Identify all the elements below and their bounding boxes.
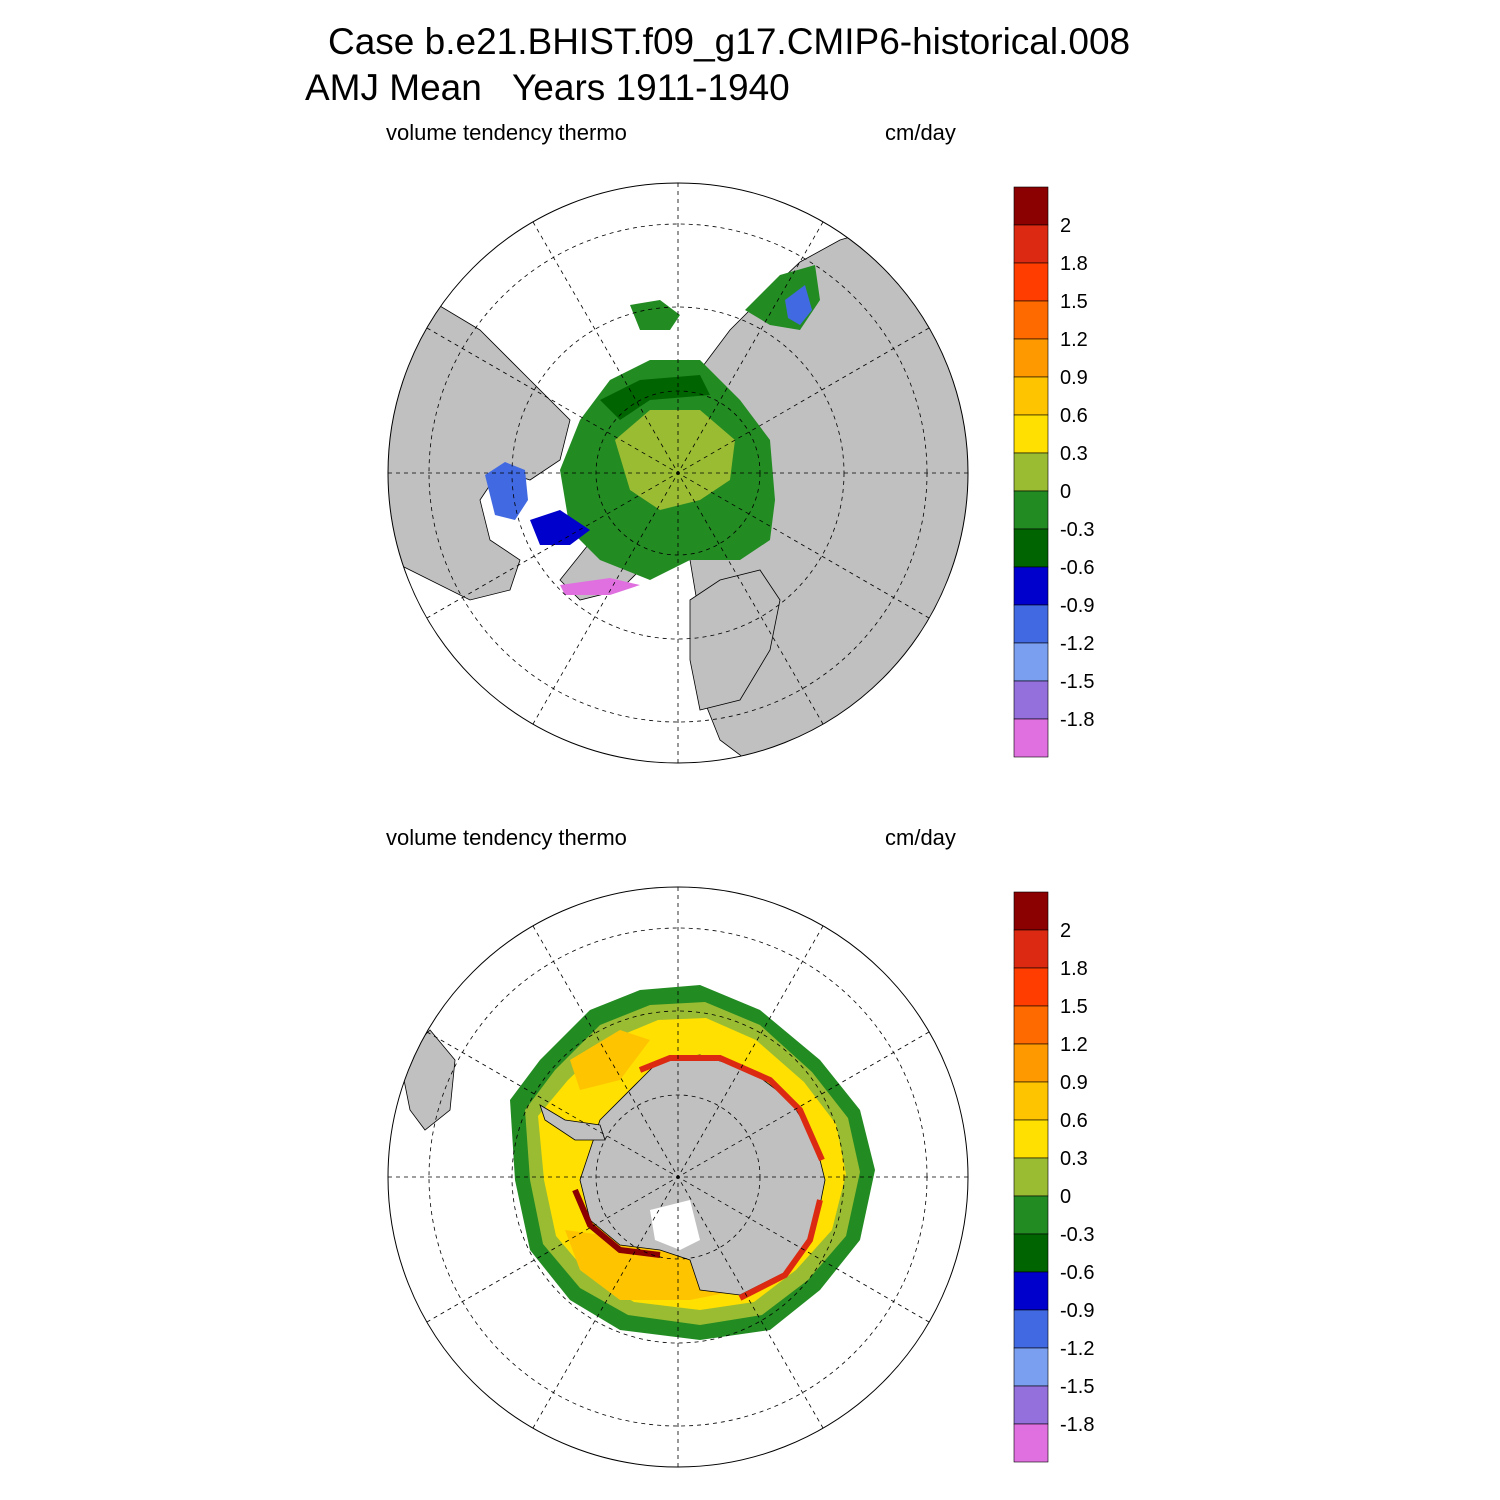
north-land-europe bbox=[689, 569, 781, 711]
south-colorbar-swatch bbox=[1013, 1233, 1049, 1273]
south-colorbar-tick-label: 0.3 bbox=[1060, 1148, 1088, 1170]
south-panel-units: cm/day bbox=[885, 825, 956, 850]
north-colorbar-tick-label: 0.3 bbox=[1060, 443, 1088, 465]
north-colorbar-swatch bbox=[1013, 490, 1049, 530]
south-ice-coastal-high bbox=[638, 1055, 825, 1162]
south-colorbar-tick-label: 1.2 bbox=[1060, 1034, 1088, 1056]
south-panel-title: volume tendency thermo bbox=[386, 825, 627, 850]
south-map bbox=[388, 887, 968, 1467]
north-colorbar-tick-label: 0 bbox=[1060, 481, 1071, 503]
south-panel: volume tendency thermo cm/day bbox=[386, 825, 1094, 1468]
north-colorbar-tick-label: -1.2 bbox=[1060, 633, 1094, 655]
north-colorbar-tick-label: -1.8 bbox=[1060, 709, 1094, 731]
north-panel: volume tendency thermo cm/day bbox=[386, 120, 1094, 764]
south-map-frame bbox=[387, 886, 969, 1468]
south-colorbar-tick-label: 0 bbox=[1060, 1186, 1071, 1208]
north-colorbar-tick-label: 2 bbox=[1060, 215, 1071, 237]
south-gridlines bbox=[388, 887, 968, 1467]
south-colorbar-tick-label: -0.6 bbox=[1060, 1262, 1094, 1284]
north-colorbar-tick-label: 1.5 bbox=[1060, 291, 1088, 313]
south-colorbar: 2 1.8 1.5 1.2 0.9 0.6 0.3 0 -0.3 -0.6 -0.9 -1.2 -1.5… bbox=[1013, 891, 1094, 1463]
north-colorbar-tick-label: -0.6 bbox=[1060, 557, 1094, 579]
south-ice-coastal-high-3 bbox=[572, 1188, 661, 1258]
south-colorbar-tick-label: -1.2 bbox=[1060, 1338, 1094, 1360]
north-ice-central bbox=[615, 410, 735, 510]
north-ice-labrador bbox=[560, 578, 640, 595]
north-colorbar: 2 1.8 1.5 1.2 0.9 0.6 0.3 0 -0.3 -0.6 -0.9 -1.2 -1.5… bbox=[1013, 186, 1094, 758]
north-colorbar-tick-label: -1.5 bbox=[1060, 671, 1094, 693]
south-colorbar-tick-label: -0.9 bbox=[1060, 1300, 1094, 1322]
north-panel-units: cm/day bbox=[885, 120, 956, 145]
south-colorbar-swatch bbox=[1013, 1347, 1049, 1387]
north-colorbar-swatch bbox=[1013, 300, 1049, 340]
south-colorbar-tick-label: 0.9 bbox=[1060, 1072, 1088, 1094]
north-ice-okhotsk-inner bbox=[785, 285, 812, 325]
north-colorbar-swatch bbox=[1013, 376, 1049, 416]
south-colorbar-swatch bbox=[1013, 1423, 1049, 1463]
north-map-frame bbox=[387, 182, 969, 764]
north-colorbar-swatch bbox=[1013, 642, 1049, 682]
south-colorbar-tick-label: 1.8 bbox=[1060, 958, 1088, 980]
period-title: AMJ Mean Years 1911-1940 bbox=[305, 67, 790, 108]
south-colorbar-tick-label: -1.5 bbox=[1060, 1376, 1094, 1398]
south-colorbar-tick-label: -1.8 bbox=[1060, 1414, 1094, 1436]
north-colorbar-tick-label: -0.3 bbox=[1060, 519, 1094, 541]
north-colorbar-swatch bbox=[1013, 262, 1049, 302]
north-colorbar-tick-label: 0.6 bbox=[1060, 405, 1088, 427]
south-colorbar-tick-label: 1.5 bbox=[1060, 996, 1088, 1018]
north-colorbar-tick-label: 0.9 bbox=[1060, 367, 1088, 389]
north-panel-title: volume tendency thermo bbox=[386, 120, 627, 145]
north-ice-hudson bbox=[485, 462, 528, 520]
north-colorbar-swatch bbox=[1013, 718, 1049, 758]
south-colorbar-swatch bbox=[1013, 891, 1049, 931]
north-colorbar-swatch bbox=[1013, 604, 1049, 644]
north-gridlines bbox=[388, 183, 968, 763]
south-colorbar-swatch bbox=[1013, 1081, 1049, 1121]
south-colorbar-tick-label: 0.6 bbox=[1060, 1110, 1088, 1132]
north-land-north-america bbox=[388, 299, 571, 601]
north-colorbar-swatch bbox=[1013, 224, 1049, 264]
south-colorbar-swatch bbox=[1013, 1309, 1049, 1349]
south-colorbar-swatch bbox=[1013, 929, 1049, 969]
north-colorbar-swatch bbox=[1013, 566, 1049, 606]
south-colorbar-swatch bbox=[1013, 1195, 1049, 1235]
north-colorbar-swatch bbox=[1013, 680, 1049, 720]
south-colorbar-swatch bbox=[1013, 1385, 1049, 1425]
south-ice-coastal-high-2 bbox=[738, 1199, 823, 1301]
north-colorbar-tick-label: 1.8 bbox=[1060, 253, 1088, 275]
north-colorbar-swatch bbox=[1013, 528, 1049, 568]
case-title: Case b.e21.BHIST.f09_g17.CMIP6-historica… bbox=[328, 21, 1130, 62]
south-colorbar-tick-label: 2 bbox=[1060, 920, 1071, 942]
south-colorbar-swatch bbox=[1013, 1271, 1049, 1311]
south-colorbar-swatch bbox=[1013, 1157, 1049, 1197]
south-colorbar-swatch bbox=[1013, 967, 1049, 1007]
north-ice-baffin bbox=[530, 510, 590, 545]
north-colorbar-tick-label: -0.9 bbox=[1060, 595, 1094, 617]
north-colorbar-swatch bbox=[1013, 186, 1049, 226]
south-ice-ross-shelf bbox=[650, 1200, 700, 1250]
north-colorbar-swatch bbox=[1013, 452, 1049, 492]
south-colorbar-swatch bbox=[1013, 1119, 1049, 1159]
south-colorbar-swatch bbox=[1013, 1005, 1049, 1045]
north-colorbar-tick-label: 1.2 bbox=[1060, 329, 1088, 351]
north-colorbar-swatch bbox=[1013, 338, 1049, 378]
south-colorbar-swatch bbox=[1013, 1043, 1049, 1083]
north-colorbar-swatch bbox=[1013, 414, 1049, 454]
north-map bbox=[388, 183, 968, 763]
south-colorbar-tick-label: -0.3 bbox=[1060, 1224, 1094, 1246]
south-land-peninsula bbox=[539, 1104, 606, 1141]
